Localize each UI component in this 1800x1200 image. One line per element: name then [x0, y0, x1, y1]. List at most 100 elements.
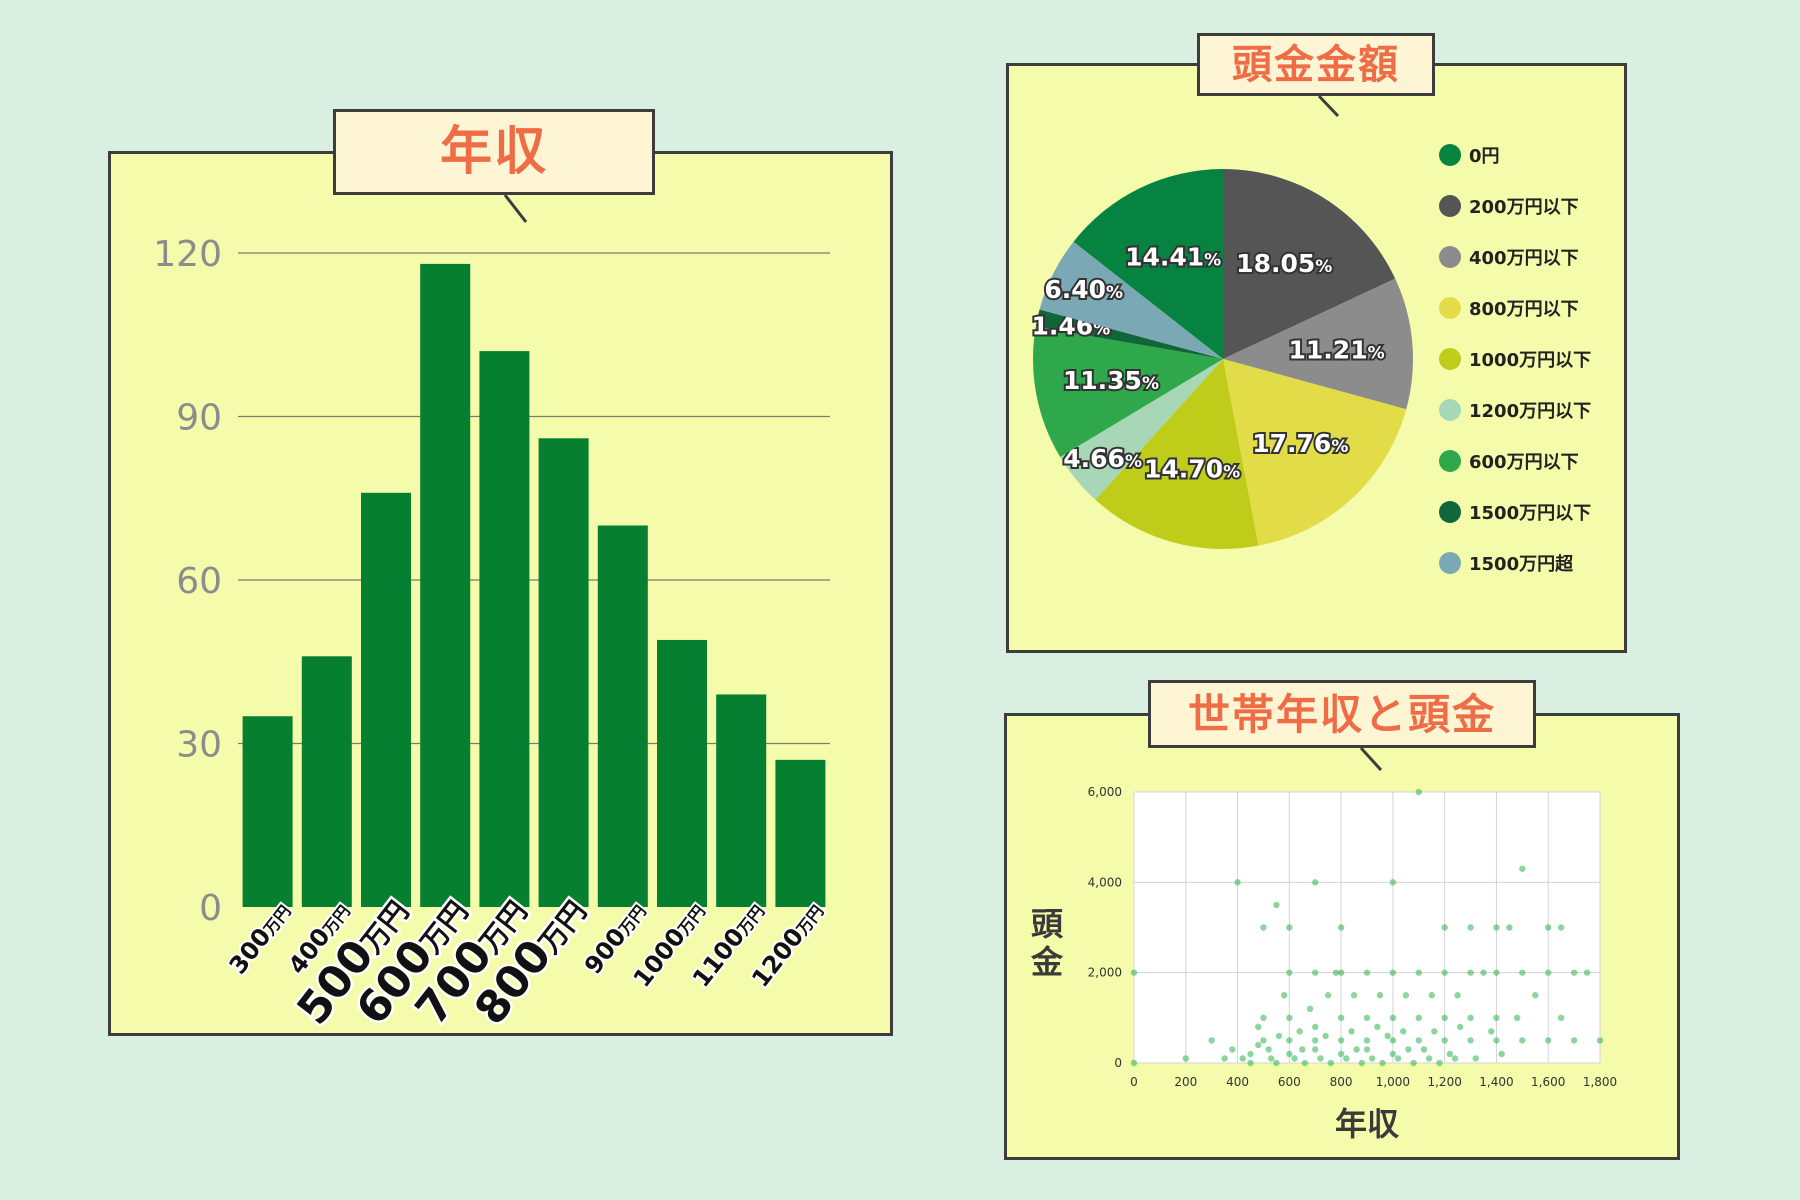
scatter-point — [1415, 1037, 1422, 1044]
bar — [657, 639, 707, 907]
scatter-point — [1415, 969, 1422, 976]
x-tick-label: 0 — [1130, 1075, 1138, 1089]
legend-swatch — [1439, 246, 1461, 268]
scatter-point — [1363, 969, 1371, 976]
scatter-point — [1480, 969, 1487, 976]
scatter-point — [1229, 1046, 1236, 1053]
scatter-point — [1286, 1037, 1293, 1044]
bar — [301, 656, 352, 907]
pie-slice-value: 11.21 — [1289, 335, 1368, 364]
bar — [242, 716, 293, 907]
scatter-point — [1343, 1055, 1350, 1062]
legend-swatch — [1439, 144, 1461, 166]
pie-slice-value: 18.05 — [1236, 249, 1315, 278]
scatter-point — [1389, 1037, 1397, 1044]
scatter-point — [1519, 969, 1526, 976]
legend-label: 0円 — [1469, 146, 1500, 167]
scatter-point — [1493, 924, 1500, 931]
pie-slice — [1060, 359, 1223, 500]
scatter-point — [1400, 1028, 1407, 1035]
scatter-point — [1389, 1014, 1397, 1022]
down-payment-chart-title: 頭金金額 — [1197, 33, 1435, 96]
scatter-point — [1337, 924, 1345, 931]
scatter-point — [1337, 1037, 1345, 1044]
scatter-point — [1234, 879, 1241, 886]
scatter-point — [1467, 969, 1474, 976]
pie-slice-label: 11.35% — [1063, 366, 1159, 395]
y-tick-label: 2,000 — [1088, 966, 1122, 980]
scatter-point — [1291, 1055, 1298, 1062]
scatter-point — [1247, 1059, 1254, 1067]
bar — [420, 263, 471, 907]
bar — [538, 438, 589, 907]
scatter-point — [1296, 1028, 1303, 1035]
income-chart-title: 年収 — [333, 109, 655, 195]
scatter-point — [1441, 969, 1448, 976]
scatter-point — [1457, 1023, 1464, 1031]
pie-slice-percent: % — [1142, 374, 1159, 394]
scatter-point — [1436, 1059, 1443, 1067]
x-tick-label: 1,600 — [1531, 1075, 1565, 1089]
x-tick-label: 1,400 — [1479, 1075, 1513, 1089]
scatter-point — [1467, 1037, 1474, 1044]
scatter-point — [1583, 969, 1591, 976]
scatter-point — [1353, 1046, 1360, 1053]
legend-swatch — [1439, 195, 1461, 217]
down-payment-pie-chart: 18.05%11.21%17.76%14.70%4.66%11.35%1.46%… — [1030, 169, 1413, 550]
scatter-point — [1260, 1037, 1267, 1044]
x-tick-label: 400 — [1226, 1075, 1249, 1089]
scatter-point — [1532, 992, 1539, 999]
income-down-payment-scatter: 0 200 400 600 800 1,000 1,200 1,400 1,600 1,800 0 2… — [1030, 785, 1617, 1143]
scatter-point — [1472, 1055, 1479, 1062]
scatter-point — [1488, 1028, 1495, 1035]
x-tick-label: 1,200 — [1427, 1075, 1461, 1089]
scatter-point — [1182, 1055, 1189, 1062]
scatter-point — [1337, 1014, 1345, 1022]
scatter-point — [1312, 1046, 1319, 1053]
legend-label: 1200万円以下 — [1469, 401, 1591, 422]
scatter-point — [1405, 1046, 1412, 1053]
bar — [479, 351, 530, 908]
scatter-point — [1506, 924, 1513, 931]
scatter-point — [1376, 992, 1384, 999]
scatter-point — [1410, 1059, 1417, 1067]
scatter-point — [1570, 1037, 1578, 1044]
scatter-point — [1513, 1014, 1521, 1022]
scatter-point — [1130, 969, 1138, 976]
income-title-pointer — [503, 194, 528, 223]
scatter-point — [1337, 1050, 1345, 1058]
pie-slice-value: 14.41 — [1125, 242, 1204, 271]
scatter-point — [1570, 969, 1578, 976]
scatter-point — [1557, 1014, 1565, 1022]
scatter-point — [1312, 879, 1319, 886]
scatter-point — [1374, 1023, 1381, 1031]
pie-slice-percent: % — [1368, 343, 1385, 363]
scatter-point — [1493, 969, 1500, 976]
scatter-point — [1428, 992, 1435, 999]
bar — [361, 492, 411, 907]
scatter-point — [1389, 969, 1397, 976]
pie-slice-value: 11.35 — [1063, 366, 1142, 395]
scatter-point — [1286, 924, 1293, 931]
scatter-point — [1286, 969, 1293, 976]
scatter-point — [1255, 1041, 1262, 1049]
income-bar-chart: 0306090120300万円400万円500万円600万円700万円800万円… — [153, 234, 830, 1037]
scatter-point — [1358, 1059, 1366, 1067]
scatter-point — [1389, 879, 1397, 886]
x-axis-label: 年収 — [1335, 1105, 1399, 1143]
scatter-point — [1332, 969, 1340, 976]
scatter-point — [1402, 992, 1410, 999]
legend-swatch — [1439, 501, 1461, 523]
y-axis-label-char: 金 — [1030, 943, 1064, 981]
scatter-point — [1545, 1037, 1552, 1044]
y-tick-label: 90 — [176, 398, 222, 439]
y-tick-label: 120 — [153, 234, 222, 275]
pie-slice — [1223, 359, 1407, 546]
legend-label: 600万円以下 — [1469, 452, 1579, 473]
scatter-point — [1451, 1055, 1459, 1062]
pie-slice-label: 11.21% — [1289, 335, 1385, 364]
y-tick-label: 0 — [1114, 1056, 1122, 1070]
scatter-point — [1306, 1005, 1314, 1012]
scatter-point — [1286, 1050, 1293, 1058]
